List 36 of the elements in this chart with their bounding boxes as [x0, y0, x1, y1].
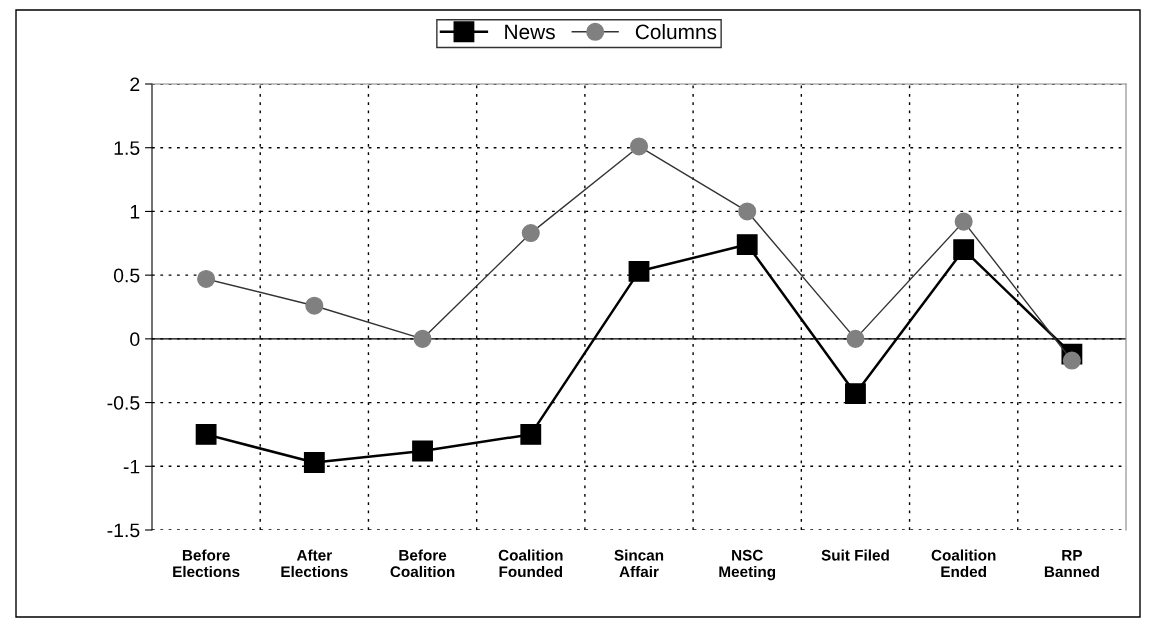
point: [1062, 351, 1081, 370]
y-tick-label: 0: [130, 332, 140, 347]
point: [412, 440, 433, 462]
x-tick-label: Coalition Founded: [498, 549, 563, 578]
point: [303, 452, 325, 473]
x-tick-label: NSC Meeting: [719, 549, 776, 581]
point: [521, 224, 540, 243]
x-tick-label: Before Coalition: [390, 549, 455, 578]
y-tick-label: 1.5: [114, 141, 140, 155]
legend-label: News: [505, 24, 555, 40]
legend-label: Columns: [635, 23, 717, 40]
y-tick-label: 1: [130, 205, 140, 219]
point: [520, 424, 542, 445]
x-tick-label: Sincan Affair: [614, 549, 664, 578]
point: [738, 202, 757, 221]
y-tick-label: 0.5: [113, 268, 140, 283]
y-tick-label: -1: [123, 459, 140, 474]
y-tick-label: -0.5: [107, 396, 140, 410]
point: [954, 212, 973, 231]
point: [736, 234, 758, 255]
x-tick-label: Before Elections: [173, 549, 240, 578]
y-tick-label: -1.5: [107, 523, 140, 538]
x-tick-label: Suit Filed: [821, 549, 889, 561]
point: [305, 296, 324, 315]
y-tick-label: 2: [130, 77, 140, 92]
point: [197, 269, 216, 288]
point: [413, 329, 432, 348]
point: [195, 424, 217, 445]
x-tick-label: RP Banned: [1044, 550, 1099, 578]
point: [846, 329, 865, 348]
point: [629, 137, 649, 156]
point: [953, 239, 975, 261]
x-tick-label: Coalition Ended: [931, 549, 996, 578]
point: [845, 383, 866, 405]
point: [628, 260, 650, 282]
x-tick-label: After Elections: [281, 549, 348, 578]
